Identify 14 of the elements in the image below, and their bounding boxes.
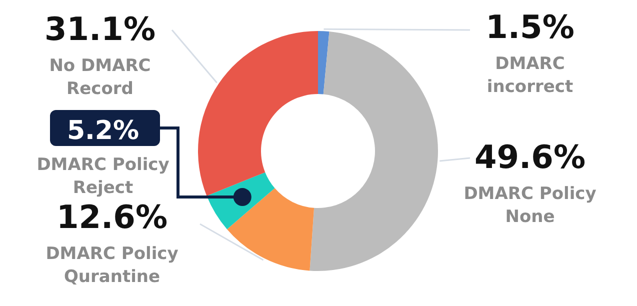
donut-slice [226, 188, 314, 271]
slice-label: No DMARC Record [49, 56, 151, 99]
data-label: 12.6% [56, 198, 168, 236]
slice-label: DMARC Policy None [464, 184, 596, 227]
slice-label: DMARC incorrect [486, 54, 574, 97]
donut-slice [198, 31, 318, 196]
donut-slice [310, 32, 438, 271]
data-label: 31.1% [44, 10, 156, 48]
slice-label: DMARC Policy Qurantine [46, 244, 178, 287]
slice-label: DMARC Policy Reject [36, 155, 170, 198]
data-label: 1.5% [486, 8, 574, 46]
data-label: 49.6% [474, 138, 586, 176]
donut-slice [318, 31, 330, 94]
data-label: 5.2% [66, 116, 140, 146]
